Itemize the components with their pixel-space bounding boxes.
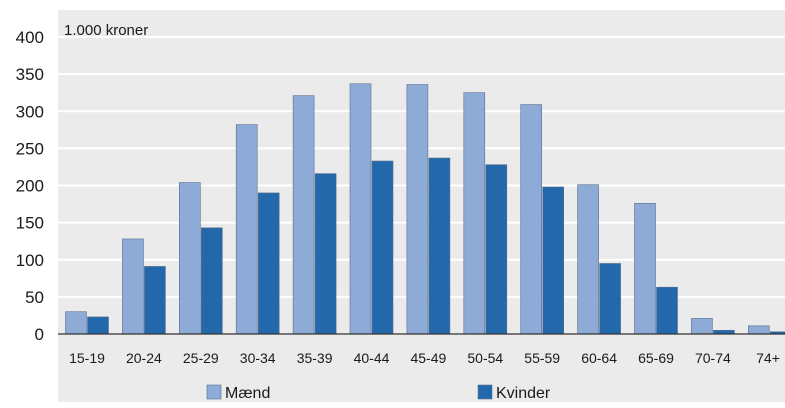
y-tick-label: 200 [16, 177, 44, 196]
legend-label-kvinder: Kvinder [496, 385, 551, 402]
bar-kvinder-55-59 [542, 186, 565, 335]
x-tick-label: 35-39 [297, 350, 333, 366]
bar-kvinder-45-49 [428, 157, 451, 335]
y-tick-label: 50 [25, 288, 44, 307]
x-tick-label: 50-54 [467, 350, 503, 366]
bar-kvinder-60-64 [599, 263, 621, 335]
x-tick-label: 30-34 [240, 350, 276, 366]
bar-maend-20-24 [122, 238, 144, 335]
bar-maend-55-59 [520, 104, 543, 335]
bar-maend-70-74 [691, 318, 713, 335]
bar-kvinder-20-24 [144, 266, 166, 335]
x-axis: 15-19 20-24 25-29 30-34 35-39 40-44 45-49 50-54… [69, 350, 780, 366]
bar-maend-74+ [747, 325, 770, 335]
bar-maend-60-64 [577, 184, 599, 335]
bar-maend-65-69 [634, 203, 656, 335]
bar-maend-15-19 [65, 311, 87, 335]
bar-maend-45-49 [406, 84, 429, 335]
x-tick-label: 45-49 [410, 350, 446, 366]
x-tick-label: 25-29 [183, 350, 219, 366]
legend-swatch-kvinder [477, 384, 493, 400]
bar-kvinder-65-69 [656, 286, 678, 335]
y-tick-label: 300 [16, 102, 44, 121]
bar-kvinder-40-44 [371, 160, 394, 335]
y-tick-label: 350 [16, 65, 44, 84]
bar-kvinder-15-19 [87, 316, 109, 335]
bar-kvinder-25-29 [201, 227, 223, 335]
x-tick-label: 74+ [756, 350, 780, 366]
bar-kvinder-35-39 [314, 173, 337, 335]
legend-label-maend: Mænd [225, 385, 270, 402]
y-tick-label: 0 [35, 325, 44, 344]
x-tick-label: 55-59 [524, 350, 560, 366]
bar-maend-50-54 [463, 92, 486, 335]
y-tick-label: 250 [16, 139, 44, 158]
y-tick-label: 150 [16, 214, 44, 233]
bar-kvinder-30-34 [257, 192, 280, 335]
y-tick-label: 400 [16, 28, 44, 47]
bars [58, 83, 785, 335]
bar-kvinder-50-54 [485, 164, 508, 335]
bar-maend-40-44 [349, 83, 372, 335]
x-tick-label: 60-64 [581, 350, 617, 366]
bar-maend-25-29 [179, 182, 201, 335]
y-tick-label: 100 [16, 251, 44, 270]
x-tick-label: 65-69 [638, 350, 674, 366]
y-axis: 0 50 100 150 200 250 300 350 400 [16, 28, 44, 344]
bar-maend-30-34 [235, 124, 258, 335]
bar-maend-35-39 [292, 95, 315, 335]
legend: Mænd Kvinder [206, 384, 551, 402]
x-tick-label: 15-19 [69, 350, 105, 366]
x-tick-label: 20-24 [126, 350, 162, 366]
x-tick-label: 40-44 [354, 350, 390, 366]
x-tick-label: 70-74 [695, 350, 731, 366]
legend-swatch-maend [206, 384, 222, 400]
unit-label: 1.000 kroner [64, 22, 148, 39]
